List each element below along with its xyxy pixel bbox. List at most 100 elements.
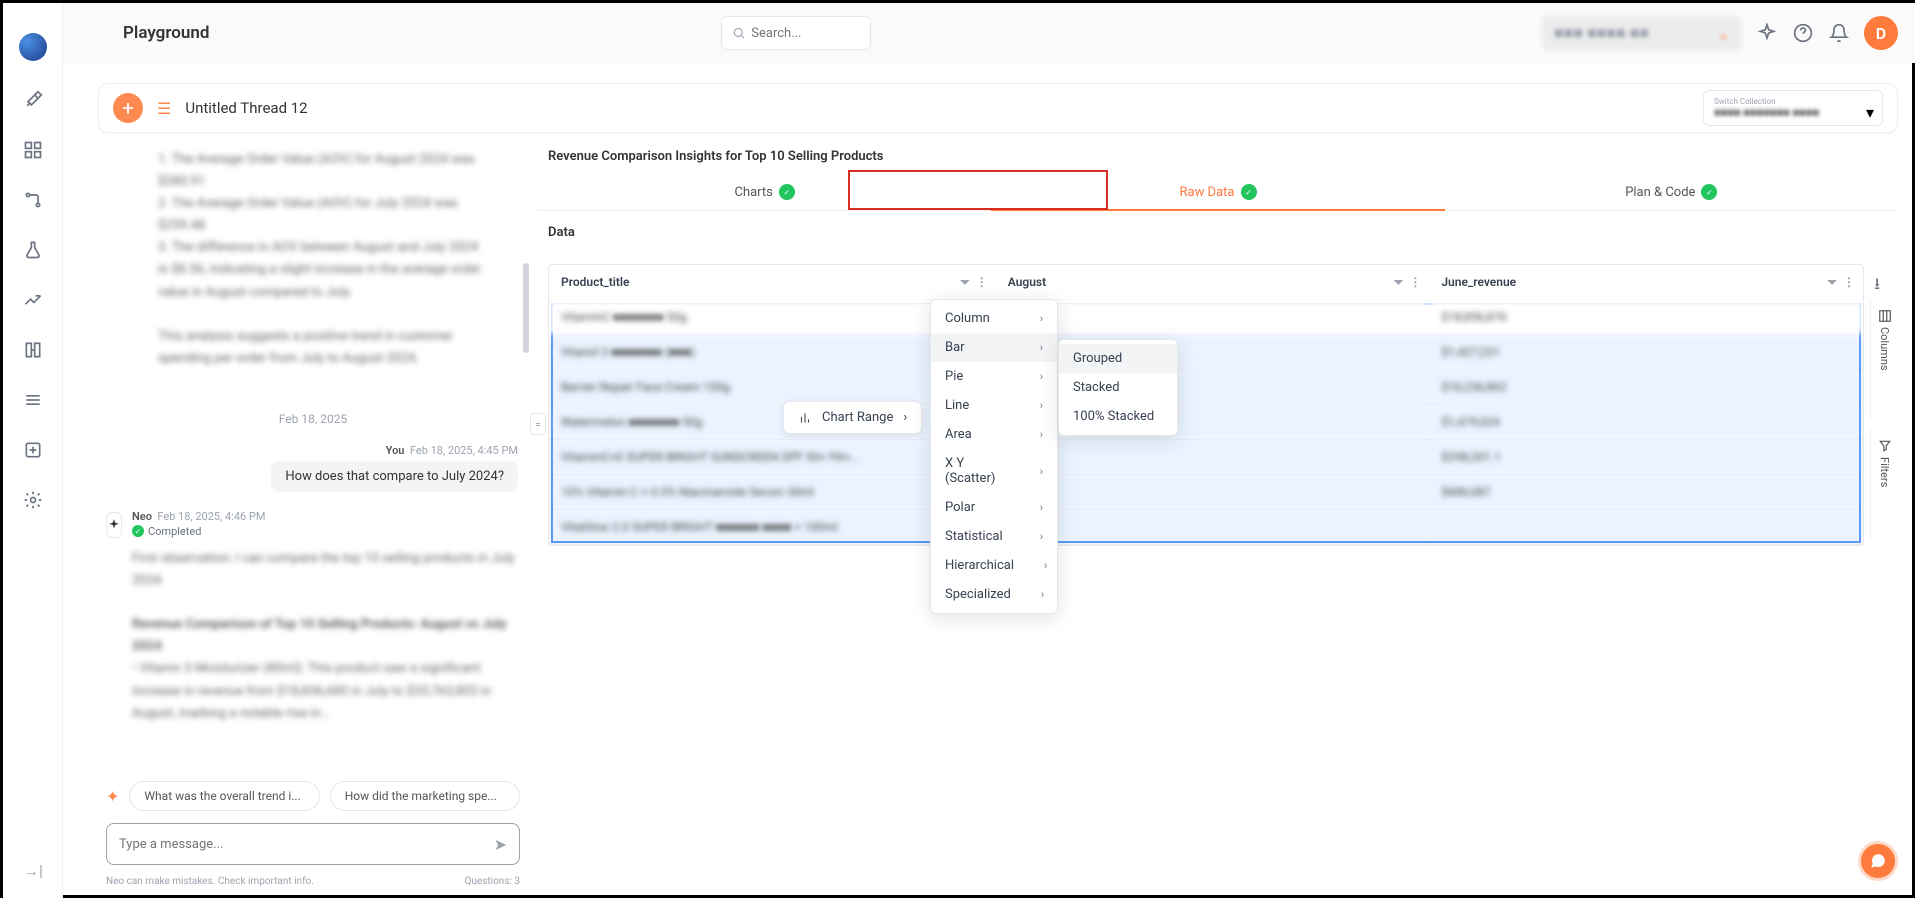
ai-sparkle-icon[interactable] [1756,22,1778,44]
table-cell[interactable]: $8,004 [996,440,1430,475]
check-icon [779,184,795,200]
trend-icon[interactable] [22,289,44,311]
column-menu-icon[interactable]: ⋮ [1409,275,1421,290]
table-cell[interactable]: $7,086 [996,510,1430,545]
chevron-down-icon: ▾ [1866,103,1874,122]
chevron-right-icon: › [1040,370,1043,383]
chart-menu-item[interactable]: Pie› [931,362,1057,391]
chart-menu-item[interactable]: Hierarchical› [931,551,1057,580]
list-icon[interactable] [22,389,44,411]
chart-menu-item[interactable]: Specialized› [931,580,1057,609]
table-cell[interactable]: VitaGlow 2.0 SUPER BRIGHT ■■■■■■ ■■■■ + … [549,510,996,545]
workspace-selector[interactable]: ■■■ ■■■■ ■■⌄ [1542,16,1742,50]
message-input[interactable] [119,837,494,852]
filter-icon[interactable]: ⏷ [1827,275,1837,290]
suggestion-pill[interactable]: How did the marketing spe... [330,781,520,811]
chat-fab[interactable] [1858,841,1898,881]
chart-menu-item[interactable]: Column› [931,304,1057,333]
app-logo[interactable] [19,33,47,61]
chart-menu-item[interactable]: Bar› [931,333,1057,362]
table-cell[interactable]: $40,910 [996,300,1430,335]
chart-range-popover[interactable]: Chart Range › [783,401,922,434]
thread-menu-icon[interactable]: ☰ [157,99,171,118]
bar-submenu-item[interactable]: 100% Stacked [1059,402,1177,431]
table-cell[interactable]: 10% Vitamin C + 0.5% Niacinamide Serum 3… [549,475,996,510]
bar-submenu-item[interactable]: Stacked [1059,373,1177,402]
avatar[interactable]: D [1864,16,1898,50]
table-row[interactable]: Watermelon ■■■■■■■ 50g$8,196$1,479,024 [549,405,1863,440]
search-input[interactable] [751,26,859,41]
chart-menu-item[interactable]: X Y (Scatter)› [931,449,1057,493]
tab-plan-code[interactable]: Plan & Code [1445,174,1898,210]
gear-icon[interactable] [22,489,44,511]
collection-selector[interactable]: Switch Collection ■■■■ ■■■■■■■ ■■■■ ▾ [1703,90,1883,126]
ai-avatar-icon [106,512,122,538]
chevron-right-icon: › [903,410,907,425]
table-cell[interactable] [1429,510,1863,545]
columns-panel-tab[interactable]: Columns [1870,299,1898,419]
table-cell[interactable]: VitaminC+E SUPER BRIGHT SUNSCREEN SPF 50… [549,440,996,475]
rocket-icon[interactable] [22,89,44,111]
table-row[interactable]: VitaminC ■■■■■■■ 50g$40,910$18,856,876 [549,300,1863,335]
page-title: Playground [123,23,209,43]
table-cell[interactable]: $1,427,231 [1429,335,1863,370]
table-cell[interactable]: VitaminC ■■■■■■■ 50g [549,300,996,335]
help-icon[interactable] [1792,22,1814,44]
chart-menu-item[interactable]: Statistical› [931,522,1057,551]
tab-raw-data[interactable]: Raw Data [991,174,1444,210]
flask-icon[interactable] [22,239,44,261]
table-row[interactable]: 10% Vitamin C + 0.5% Niacinamide Serum 3… [549,475,1863,510]
compare-icon[interactable] [22,339,44,361]
chevron-right-icon: › [1040,428,1043,441]
table-cell[interactable]: Barrier Repair Face Cream 100g [549,370,996,405]
data-grid[interactable]: Product_title⏷⋮ August⏷⋮ June_revenue⏷⋮ … [549,265,1863,545]
chart-menu-item[interactable]: Area› [931,420,1057,449]
send-icon[interactable]: ➤ [494,835,507,854]
bell-icon[interactable] [1828,22,1850,44]
table-cell[interactable]: $686,087 [1429,475,1863,510]
questions-count: Questions: 3 [465,876,520,887]
chart-menu-item[interactable]: Line› [931,391,1057,420]
download-icon[interactable]: ⭳ [1874,273,1880,300]
scrollbar-thumb[interactable] [523,263,529,353]
filters-panel-tab[interactable]: Filters [1870,429,1898,539]
column-header: Product_title⏷⋮ [549,265,996,300]
top-bar: Playground ■■■ ■■■■ ■■⌄ D [63,3,1915,63]
sparkle-nav-icon[interactable] [22,439,44,461]
user-timestamp: Feb 18, 2025, 4:45 PM [410,444,518,457]
table-cell[interactable]: $16,236,862 [1429,370,1863,405]
disclaimer-text: Neo can make mistakes. Check important i… [106,876,314,887]
thread-header: + ☰ Untitled Thread 12 Switch Collection… [98,83,1898,133]
tab-charts[interactable]: Charts [538,174,991,210]
date-separator: Feb 18, 2025 [98,412,528,426]
suggestion-pill[interactable]: What was the overall trend i... [129,781,319,811]
table-row[interactable]: VitaGlow 2.0 SUPER BRIGHT ■■■■■■ ■■■■ + … [549,510,1863,545]
table-row[interactable]: Barrier Repair Face Cream 100g$12,560$16… [549,370,1863,405]
columns-icon [1878,309,1892,323]
table-row[interactable]: Vitanol 3 ■■■■■■■ (■■■)$15,710$1,427,231 [549,335,1863,370]
ai-status: Completed [148,525,201,538]
chart-menu-item[interactable]: Polar› [931,493,1057,522]
table-cell[interactable]: $298,201.1 [1429,440,1863,475]
table-cell[interactable]: Watermelon ■■■■■■■ 50g [549,405,996,440]
search-input-wrap[interactable] [721,16,871,50]
user-message: You Feb 18, 2025, 4:45 PM How does that … [98,444,528,492]
filter-icon[interactable]: ⏷ [960,275,970,290]
filter-icon[interactable]: ⏷ [1394,275,1404,290]
message-composer[interactable]: ➤ [106,823,520,865]
grid-icon[interactable] [22,139,44,161]
table-row[interactable]: VitaminC+E SUPER BRIGHT SUNSCREEN SPF 50… [549,440,1863,475]
table-cell[interactable]: $18,856,876 [1429,300,1863,335]
chevron-right-icon: › [1040,501,1043,514]
chevron-right-icon: › [1040,312,1043,325]
bar-submenu-item[interactable]: Grouped [1059,344,1177,373]
data-pane: Revenue Comparison Insights for Top 10 S… [538,143,1898,891]
column-menu-icon[interactable]: ⋮ [1843,275,1855,290]
table-cell[interactable]: $6,056 [996,475,1430,510]
new-thread-button[interactable]: + [113,93,143,123]
column-menu-icon[interactable]: ⋮ [976,275,988,290]
flow-icon[interactable] [22,189,44,211]
table-cell[interactable]: $1,479,024 [1429,405,1863,440]
table-cell[interactable]: Vitanol 3 ■■■■■■■ (■■■) [549,335,996,370]
collapse-rail-icon[interactable]: →| [23,861,43,881]
